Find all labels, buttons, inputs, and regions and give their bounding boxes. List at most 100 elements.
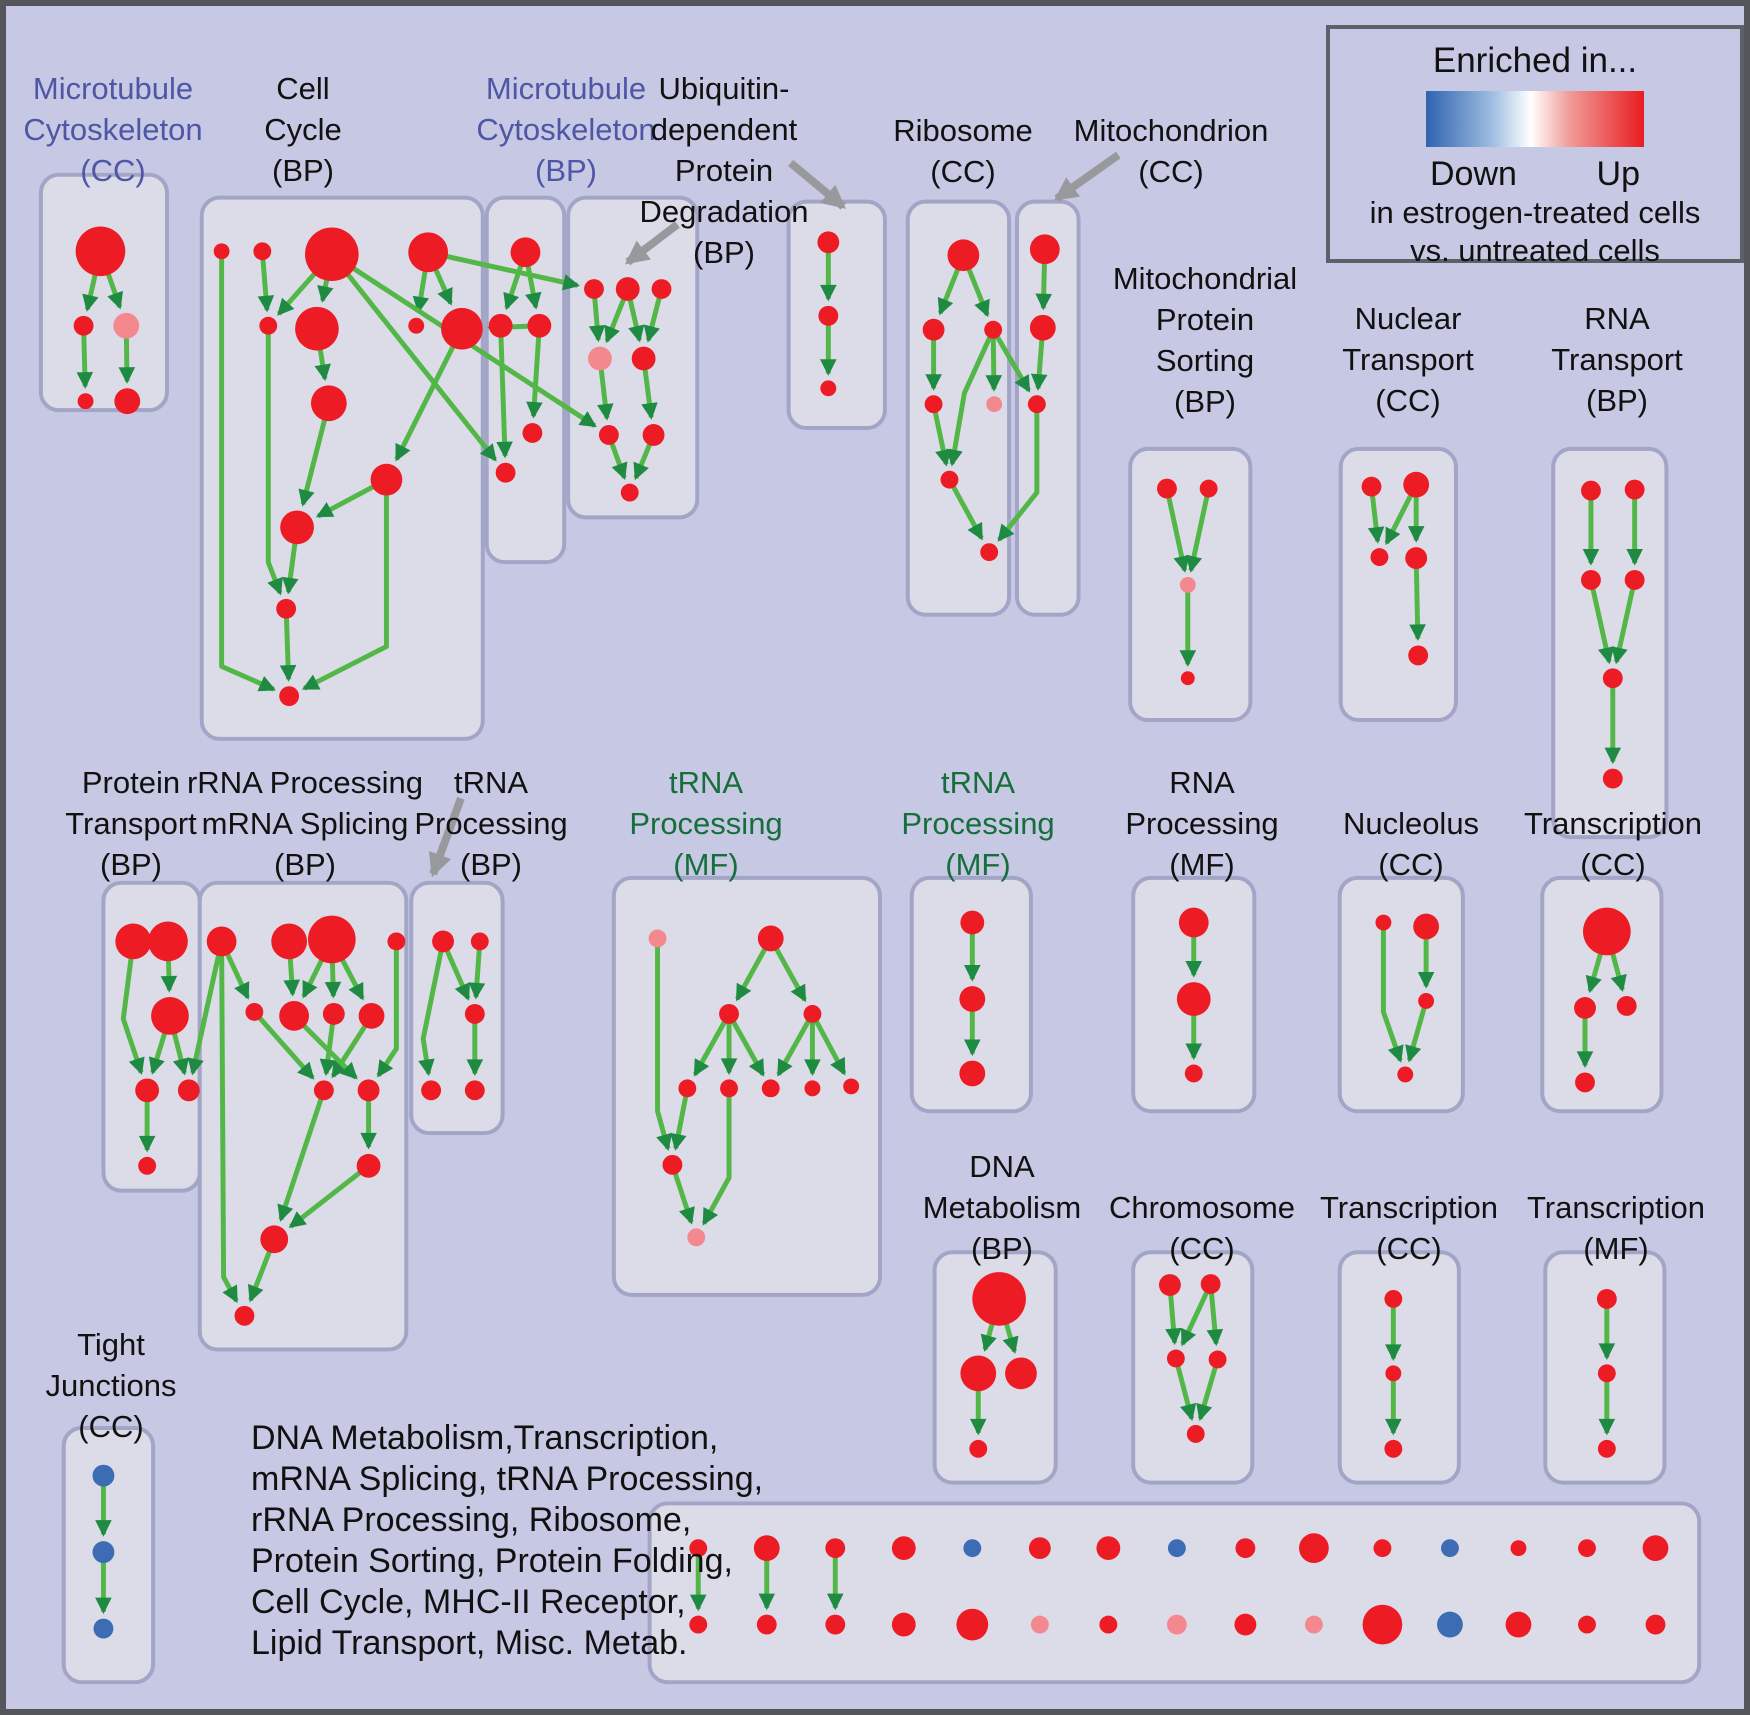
edge-arrow: [219, 941, 239, 1304]
ribosome-cc-node: [922, 318, 945, 341]
ribosome-cc-node: [924, 395, 943, 414]
rrna-mrna-node: [358, 1002, 385, 1029]
nucleolus-cc-node: [1375, 914, 1392, 931]
chromosome-cc-node: [1208, 1350, 1227, 1369]
edge-arrow: [394, 327, 465, 462]
trna-processing-bp-node: [432, 930, 454, 953]
rrna-mrna-node: [357, 1079, 380, 1102]
legend-up-label: Up: [1596, 155, 1640, 193]
legend-down-label: Down: [1430, 155, 1517, 193]
microtubule-cc-node: [73, 315, 94, 336]
edge-arrow: [1180, 1282, 1213, 1347]
trna-processing-bp-node: [464, 1003, 485, 1024]
edge-arrow: [670, 1087, 690, 1151]
rrna-mrna-node: [234, 1305, 255, 1326]
nuclear-transport-node: [1405, 547, 1428, 570]
nuclear-transport-node: [1361, 476, 1382, 497]
transcription-cc-2-box: [1337, 1250, 1461, 1485]
edge-arrow: [726, 1012, 766, 1077]
trna-processing-mf-1-node: [648, 929, 667, 948]
rrna-mrna-node: [271, 923, 308, 960]
misc-cluster-node: [825, 1538, 846, 1559]
transcription-mf-node: [1597, 1364, 1616, 1383]
tight-junctions-node: [92, 1464, 115, 1487]
rna-processing-mf-node: [1184, 1064, 1203, 1083]
dna-metabolism-node: [972, 1272, 1026, 1326]
misc-cluster-node: [1028, 1537, 1051, 1560]
microtubule-bp-node: [510, 237, 541, 268]
ubiquitin-degradation-node: [588, 346, 612, 371]
ribosome-cc-node: [947, 239, 980, 272]
edge-arrow: [997, 404, 1040, 542]
transcription-cc-1-node: [1574, 997, 1596, 1019]
trna-processing-mf-1-node: [720, 1079, 738, 1098]
rrna-mrna-node: [387, 932, 406, 951]
microtubule-cc-box: [38, 172, 169, 413]
microtubule-bp-node: [527, 313, 552, 338]
rrna-mrna-node: [322, 1002, 345, 1025]
misc-cluster-node: [891, 1536, 916, 1561]
rna-transport-node: [1624, 570, 1645, 590]
cell-cycle-node: [305, 227, 359, 282]
rna-processing-mf-node: [1176, 982, 1211, 1016]
edge-arrow: [1185, 488, 1212, 573]
mitochondrion-cc-node: [1029, 234, 1060, 265]
edge-arrow: [670, 1164, 695, 1225]
edge-arrow: [1588, 579, 1615, 665]
ubiquitin-degradation-node: [651, 279, 672, 299]
edge-arrow: [252, 1010, 315, 1080]
misc-cluster-note-line: rRNA Processing, Ribosome,: [251, 1501, 692, 1539]
misc-cluster-node: [1578, 1539, 1596, 1558]
edge-arrow: [1409, 558, 1426, 642]
edge-arrow: [810, 1012, 847, 1076]
rrna-mrna-node: [245, 1002, 264, 1021]
trna-processing-mf-1-node: [843, 1078, 860, 1095]
cell-cycle-node: [370, 463, 403, 496]
edge-arrow: [187, 940, 225, 1076]
chromosome-cc-node: [1186, 1425, 1205, 1443]
microtubule-cc-node: [77, 393, 94, 410]
mitochondrion-cc-box: [1015, 199, 1081, 617]
edge-arrow: [655, 938, 673, 1151]
edge-arrow: [947, 478, 984, 541]
microtubule-cc-node: [114, 388, 141, 415]
misc-cluster-note-line: Cell Cycle, MHC-II Receptor,: [251, 1583, 686, 1621]
cell-cycle-node: [408, 232, 449, 273]
legend-gradient-bar: [1426, 91, 1644, 147]
trna-processing-mf-2-node: [960, 910, 985, 935]
ubiquitin-degradation-2-node: [817, 231, 840, 254]
trna-processing-mf-2-node: [959, 986, 986, 1012]
misc-cluster-node: [1441, 1539, 1459, 1558]
cell-cycle-node: [310, 385, 347, 422]
transcription-mf-node: [1596, 1288, 1617, 1309]
rrna-mrna-node: [279, 1000, 309, 1031]
ubiquitin-degradation-node: [615, 277, 640, 301]
transcription-cc-2-node: [1385, 1365, 1402, 1382]
rna-transport-node: [1581, 480, 1601, 501]
edge-arrow: [219, 251, 276, 692]
rna-transport-node: [1581, 570, 1601, 590]
rrna-mrna-node: [206, 926, 237, 957]
misc-cluster-node: [1362, 1604, 1403, 1645]
transcription-mf-node: [1597, 1439, 1616, 1458]
misc-cluster-node: [689, 1615, 708, 1634]
legend-subtitle-2: vs. untreated cells: [1410, 233, 1660, 268]
rna-transport-node: [1624, 479, 1645, 500]
edge-arrow: [376, 941, 399, 1078]
rna-processing-mf-node: [1178, 907, 1209, 938]
legend-title: Enriched in...: [1432, 41, 1638, 80]
mito-protein-sorting-node: [1180, 671, 1195, 686]
transcription-cc-1-node: [1575, 1072, 1595, 1093]
trna-processing-bp-node: [470, 932, 489, 951]
transcription-cc-2-node: [1384, 1289, 1403, 1308]
misc-cluster-node: [1645, 1614, 1666, 1635]
misc-cluster-node: [1167, 1539, 1186, 1558]
edge-arrow: [526, 325, 543, 419]
trna-processing-mf-1-node: [761, 1079, 780, 1098]
misc-cluster-node: [689, 1539, 708, 1558]
tight-junctions-node: [93, 1618, 114, 1639]
edge-arrow: [301, 479, 389, 691]
protein-transport-node: [138, 1156, 157, 1175]
ribosome-cc-node: [940, 470, 959, 489]
